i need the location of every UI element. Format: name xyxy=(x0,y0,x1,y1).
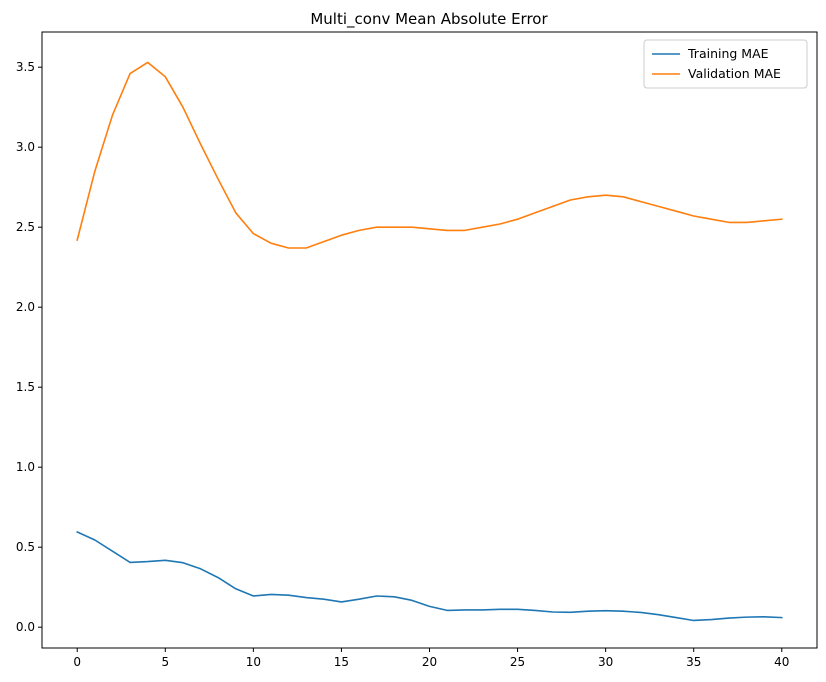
chart-title: Multi_conv Mean Absolute Error xyxy=(310,10,548,29)
y-tick-label: 1.0 xyxy=(16,460,35,474)
legend-box xyxy=(643,39,808,89)
y-tick-label: 3.5 xyxy=(16,60,35,74)
y-tick-label: 0.5 xyxy=(16,540,35,554)
series-line-validation-mae xyxy=(76,61,783,249)
y-tick-label: 3.0 xyxy=(16,140,35,154)
series-line-training-mae xyxy=(76,530,783,622)
legend-label: Validation MAE xyxy=(688,66,781,81)
y-tick-label: 0.0 xyxy=(16,620,35,634)
y-tick-label: 2.0 xyxy=(16,300,35,314)
x-tick-label: 0 xyxy=(73,655,81,669)
y-axis: 0.0 0.5 1.0 1.5 2.0 2.5 3.0 3.5 xyxy=(16,60,42,634)
x-axis: 0 5 10 15 20 25 30 35 40 xyxy=(73,648,789,669)
x-tick-label: 40 xyxy=(774,655,789,669)
x-tick-label: 25 xyxy=(510,655,525,669)
x-tick-label: 15 xyxy=(334,655,349,669)
x-tick-label: 30 xyxy=(598,655,613,669)
x-tick-label: 35 xyxy=(686,655,701,669)
x-tick-label: 5 xyxy=(161,655,169,669)
legend: Training MAE Validation MAE xyxy=(643,39,808,89)
y-tick-label: 2.5 xyxy=(16,220,35,234)
plot-area-frame xyxy=(41,31,818,649)
x-tick-label: 10 xyxy=(246,655,261,669)
y-tick-label: 1.5 xyxy=(16,380,35,394)
legend-label: Training MAE xyxy=(687,46,769,61)
x-tick-label: 20 xyxy=(422,655,437,669)
series-lines xyxy=(76,61,783,622)
